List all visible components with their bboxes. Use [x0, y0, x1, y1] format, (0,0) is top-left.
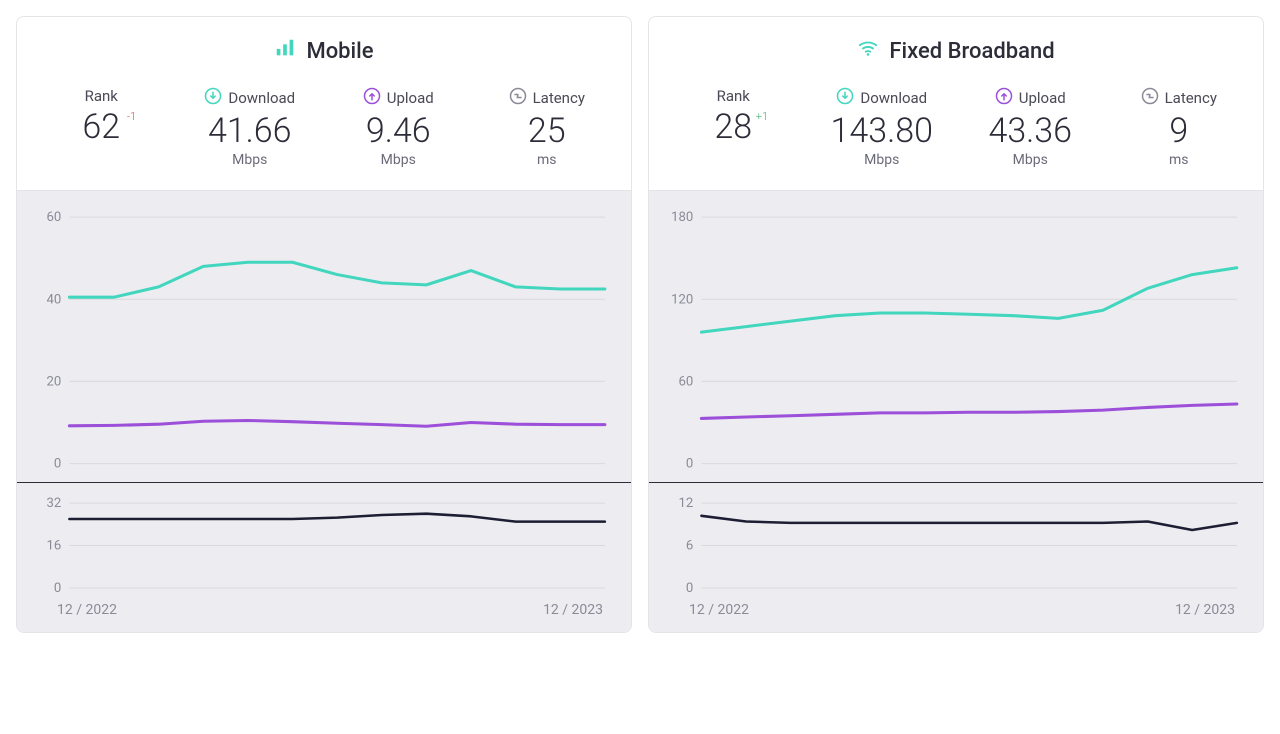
- date-end: 12 / 2023: [1175, 602, 1235, 618]
- fixed-latency-value: 9: [1169, 113, 1188, 150]
- svg-text:6: 6: [686, 539, 693, 554]
- panel-fixed: Fixed Broadband Rank 28 +1 Download 143.…: [648, 16, 1264, 633]
- mobile-latency-value: 25: [528, 113, 566, 150]
- mobile-latency: Latency 25 ms: [473, 87, 622, 168]
- fixed-latency-chart-area: 0 6 12: [649, 483, 1263, 596]
- fixed-metrics: Rank 28 +1 Download 143.80 Mbps Upload: [649, 79, 1263, 191]
- fixed-date-row: 12 / 2022 12 / 2023: [649, 596, 1263, 632]
- panel-mobile: Mobile Rank 62 -1 Download 41.66 Mbps: [16, 16, 632, 633]
- mobile-latency-chart-area: 0 16 32: [17, 483, 631, 596]
- mobile-download: Download 41.66 Mbps: [176, 87, 325, 168]
- svg-text:0: 0: [686, 581, 693, 596]
- panel-fixed-title: Fixed Broadband: [889, 39, 1054, 64]
- svg-text:0: 0: [54, 581, 61, 596]
- upload-icon: [363, 87, 381, 109]
- fixed-upload: Upload 43.36 Mbps: [956, 87, 1105, 168]
- date-start: 12 / 2022: [689, 602, 749, 618]
- svg-text:16: 16: [47, 539, 62, 554]
- fixed-latency-chart: 0 6 12: [663, 495, 1249, 596]
- mobile-date-row: 12 / 2022 12 / 2023: [17, 596, 631, 632]
- fixed-latency-unit: ms: [1105, 152, 1254, 168]
- rank-label: Rank: [27, 87, 176, 105]
- download-icon: [836, 87, 854, 109]
- fixed-rank-value: 28 +1: [714, 109, 752, 146]
- mobile-rank: Rank 62 -1: [27, 87, 176, 168]
- svg-text:20: 20: [47, 375, 62, 390]
- svg-text:40: 40: [47, 293, 62, 308]
- latency-icon: [509, 87, 527, 109]
- panel-mobile-header: Mobile: [17, 17, 631, 79]
- latency-icon: [1141, 87, 1159, 109]
- svg-text:60: 60: [679, 375, 694, 390]
- svg-text:120: 120: [671, 293, 693, 308]
- mobile-latency-chart: 0 16 32: [31, 495, 617, 596]
- mobile-main-chart-area: 0 20 40 60: [17, 191, 631, 482]
- svg-text:32: 32: [47, 496, 62, 511]
- mobile-main-chart: 0 20 40 60: [31, 209, 617, 472]
- mobile-rank-value: 62 -1: [82, 109, 120, 146]
- fixed-rank-delta: +1: [756, 111, 768, 123]
- fixed-download-value: 143.80: [831, 113, 933, 150]
- mobile-rank-delta: -1: [127, 111, 136, 123]
- mobile-bars-icon: [274, 37, 296, 65]
- mobile-download-unit: Mbps: [176, 152, 325, 168]
- mobile-metrics: Rank 62 -1 Download 41.66 Mbps Upload: [17, 79, 631, 191]
- panel-mobile-title: Mobile: [306, 39, 373, 64]
- mobile-download-value: 41.66: [208, 113, 292, 150]
- svg-text:60: 60: [47, 211, 62, 226]
- date-end: 12 / 2023: [543, 602, 603, 618]
- upload-icon: [995, 87, 1013, 109]
- mobile-upload-unit: Mbps: [324, 152, 473, 168]
- fixed-rank: Rank 28 +1: [659, 87, 808, 168]
- rank-label: Rank: [659, 87, 808, 105]
- mobile-upload: Upload 9.46 Mbps: [324, 87, 473, 168]
- fixed-upload-unit: Mbps: [956, 152, 1105, 168]
- fixed-upload-value: 43.36: [988, 113, 1072, 150]
- download-icon: [204, 87, 222, 109]
- svg-text:0: 0: [686, 457, 693, 472]
- svg-text:0: 0: [54, 457, 61, 472]
- svg-text:12: 12: [679, 496, 694, 511]
- fixed-download: Download 143.80 Mbps: [808, 87, 957, 168]
- fixed-latency: Latency 9 ms: [1105, 87, 1254, 168]
- svg-text:180: 180: [671, 211, 693, 226]
- mobile-upload-value: 9.46: [366, 113, 431, 150]
- mobile-latency-unit: ms: [473, 152, 622, 168]
- wifi-icon: [857, 37, 879, 65]
- panel-fixed-header: Fixed Broadband: [649, 17, 1263, 79]
- date-start: 12 / 2022: [57, 602, 117, 618]
- panels-container: Mobile Rank 62 -1 Download 41.66 Mbps: [16, 16, 1264, 633]
- fixed-main-chart-area: 0 60 120 180: [649, 191, 1263, 482]
- fixed-download-unit: Mbps: [808, 152, 957, 168]
- fixed-main-chart: 0 60 120 180: [663, 209, 1249, 472]
